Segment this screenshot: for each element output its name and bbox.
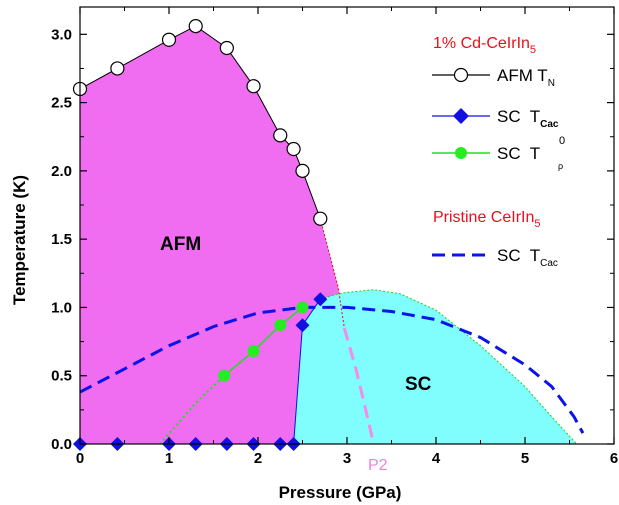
legend-group1-title: 1% Cd-CeIrIn5: [433, 35, 536, 56]
legend-sc-cac-marker: [453, 108, 469, 124]
legend-afm-label: AFM TN: [497, 66, 555, 89]
y-tick-label: 2.5: [51, 95, 72, 112]
afm-tn-point: [273, 128, 288, 143]
afm-tn-point: [295, 163, 310, 178]
sc-trho-point: [218, 369, 231, 382]
sc-trho-point: [247, 345, 260, 358]
sc-trho-point: [296, 301, 309, 314]
axes: 0 1 2 3 4 5 6 0.0 0.5 1.0 1.5 2.0 2.5 3.0: [51, 6, 618, 467]
legend: 1% Cd-CeIrIn5 AFM TN SC TCac SC T0 ρ Pris…: [432, 35, 565, 269]
afm-tn-point: [246, 79, 261, 94]
y-tick-label: 0.5: [51, 368, 72, 385]
legend-sc-rho-marker: [455, 147, 467, 159]
legend-sc-cac-label: SC TCac: [497, 107, 559, 130]
y-tick-label: 3.0: [51, 26, 72, 43]
afm-tn-point: [219, 40, 234, 56]
x-tick-label: 5: [521, 450, 529, 467]
y-axis-label: Temperature (K): [10, 175, 29, 305]
x-tick-label: 0: [76, 450, 84, 467]
legend-pristine-label: SC TCac: [497, 246, 558, 269]
x-tick-label: 1: [165, 450, 173, 467]
sc-region-fill: [293, 289, 577, 444]
legend-afm-marker: [453, 67, 469, 83]
afm-tn-line: [79, 25, 321, 219]
y-tick-label: 0.0: [51, 436, 72, 453]
x-axis-label: Pressure (GPa): [279, 483, 402, 502]
p2-dashed-line: [342, 327, 376, 445]
afm-tn-point: [188, 19, 203, 34]
afm-tn-point: [313, 211, 328, 226]
legend-sc-rho-label: SC T0 ρ: [497, 135, 565, 171]
sc-trho-line: [223, 306, 303, 377]
y-tick-label: 2.0: [51, 163, 72, 180]
sc-trho-point: [274, 319, 287, 332]
y-tick-label: 1.0: [51, 299, 72, 316]
afm-region-fill: [80, 26, 345, 444]
sc-rho-extrapolation: [159, 374, 225, 445]
y-tick-label: 1.5: [51, 231, 72, 248]
p2-annotation: P2: [368, 457, 388, 474]
sc-dome-boundary: [320, 289, 577, 445]
legend-group2-title: Pristine CeIrIn5: [433, 209, 541, 230]
phase-region-fills: [80, 26, 577, 444]
afm-tn-point: [286, 141, 301, 157]
afm-region-label: AFM: [160, 234, 201, 255]
afm-tn-point: [161, 32, 177, 47]
sc-tcac-diamond: [313, 292, 328, 307]
x-tick-label: 4: [432, 450, 441, 467]
afm-tn-point: [110, 61, 125, 76]
x-tick-label: 2: [254, 450, 262, 467]
x-tick-label: 3: [343, 450, 351, 467]
sc-tcac-diamond: [295, 318, 310, 333]
sc-region-label: SC: [405, 374, 432, 395]
pristine-sc-tcac-line: [79, 305, 585, 434]
x-tick-label: 6: [610, 450, 618, 467]
